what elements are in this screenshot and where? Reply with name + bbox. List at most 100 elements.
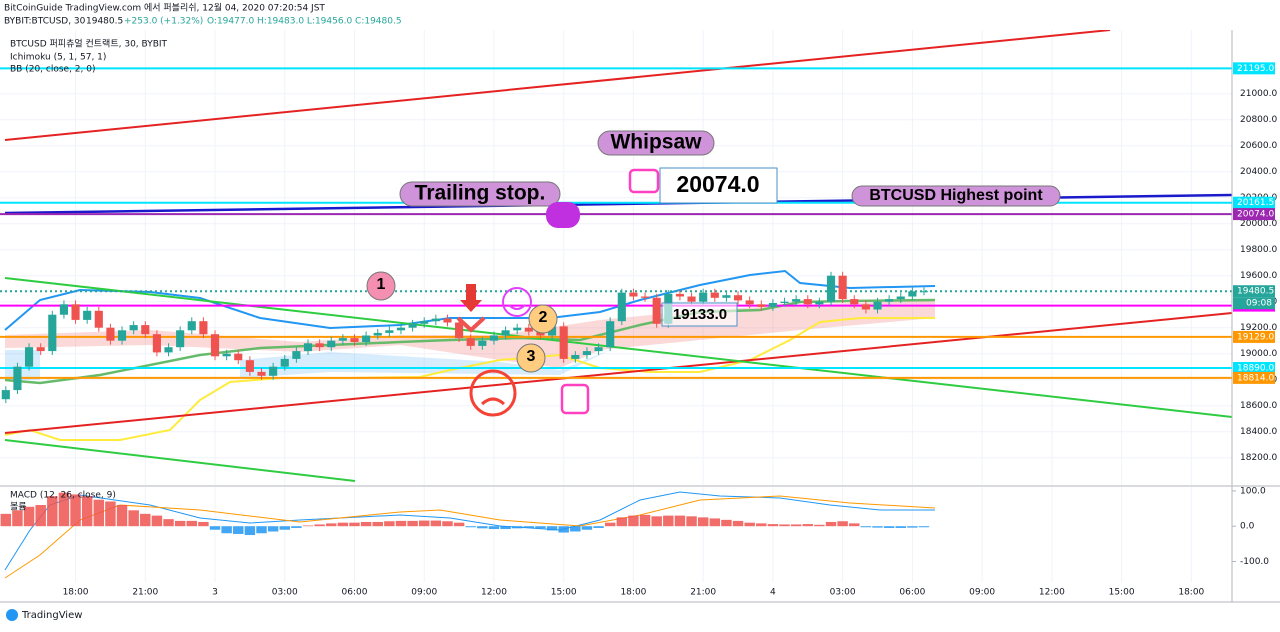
macd-histogram-bar bbox=[395, 520, 407, 527]
ichimoku-cloud bbox=[240, 350, 610, 378]
countdown-bg bbox=[1233, 297, 1275, 310]
candle-body bbox=[350, 338, 359, 342]
candle-body bbox=[362, 335, 371, 342]
macd-histogram-bar bbox=[349, 522, 360, 527]
candle-body bbox=[129, 325, 138, 331]
candle-body bbox=[919, 291, 929, 293]
macd-histogram-bar bbox=[93, 499, 105, 527]
candle-body bbox=[245, 360, 254, 372]
candle-body bbox=[164, 347, 173, 353]
candle-body bbox=[675, 293, 684, 297]
x-tick-label: 21:00 bbox=[690, 588, 716, 598]
candle-body bbox=[315, 343, 324, 348]
candle-body bbox=[757, 304, 766, 307]
ichimoku-cloud bbox=[5, 350, 40, 380]
macd-histogram-bar bbox=[732, 520, 744, 527]
candle-body bbox=[420, 321, 429, 324]
y-tick-label: 18200.0 bbox=[1240, 453, 1277, 463]
x-tick-label: 09:00 bbox=[969, 588, 995, 598]
logo bbox=[6, 609, 18, 621]
candle-body bbox=[501, 330, 510, 336]
candle-body bbox=[629, 292, 638, 297]
macd-histogram-bar bbox=[314, 524, 325, 527]
candle-body bbox=[687, 296, 696, 302]
y-tick-label: 20000.0 bbox=[1240, 219, 1277, 229]
macd-histogram-bar bbox=[686, 516, 697, 527]
macd-histogram-bar bbox=[511, 526, 523, 529]
candle-body bbox=[838, 275, 847, 300]
x-tick-label: 18:00 bbox=[1178, 588, 1204, 598]
x-tick-label: 03:00 bbox=[830, 588, 856, 598]
macd-histogram-bar bbox=[628, 515, 639, 527]
candle-body bbox=[117, 330, 127, 341]
candle-body bbox=[768, 303, 777, 307]
macd-histogram-bar bbox=[163, 519, 174, 527]
macd-histogram-bar bbox=[523, 526, 535, 528]
macd-histogram-bar bbox=[326, 523, 337, 527]
candle-body bbox=[548, 326, 557, 336]
trend-line bbox=[4, 439, 356, 482]
macd-histogram-bar bbox=[837, 521, 848, 527]
macd-histogram-bar bbox=[23, 506, 35, 527]
annotation: BTCUSD Highest point bbox=[869, 187, 1043, 204]
header-symbol: BYBIT:BTCUSD, 30 bbox=[4, 17, 86, 27]
macd-histogram-bar bbox=[663, 515, 674, 527]
macd-histogram-bar bbox=[267, 526, 279, 532]
macd-histogram-bar bbox=[360, 521, 372, 527]
macd-histogram-bar bbox=[442, 521, 453, 527]
price-label-bg bbox=[1233, 362, 1275, 374]
badge bbox=[528, 304, 558, 334]
y-tick-label: 20600.0 bbox=[1240, 141, 1277, 151]
price-label: 18814.0 bbox=[1237, 373, 1274, 383]
bb-lower bbox=[4, 317, 935, 441]
candle-body bbox=[141, 325, 150, 335]
macd-histogram-bar bbox=[558, 526, 569, 533]
macd-histogram-bar bbox=[535, 526, 546, 529]
candle-body bbox=[710, 292, 719, 298]
header-line: BitCoinGuide TradingView.com 에서 퍼블리쉬, 12… bbox=[4, 2, 325, 14]
x-tick-label: 18:00 bbox=[620, 588, 646, 598]
header-last: 19480.5 bbox=[86, 17, 123, 27]
indicator-legend: BB (20, close, 2, 0) bbox=[10, 65, 95, 75]
macd-histogram-bar bbox=[279, 526, 290, 530]
price-label-bg bbox=[1233, 285, 1275, 298]
macd-histogram-bar bbox=[500, 526, 511, 530]
y-tick-label: 19800.0 bbox=[1240, 245, 1277, 255]
macd-histogram-bar bbox=[604, 522, 616, 527]
macd-histogram-bar bbox=[337, 522, 349, 527]
candle-body bbox=[536, 331, 545, 336]
macd-histogram-bar bbox=[581, 526, 593, 530]
candle-body bbox=[780, 301, 789, 303]
macd-histogram-bar bbox=[384, 521, 395, 527]
hand-icon bbox=[628, 168, 660, 194]
annotations: Whipsaw Trailing stop. BTCUSD Highest po… bbox=[366, 130, 1061, 417]
frown-icon bbox=[480, 397, 506, 406]
x-tick-label: 18:00 bbox=[63, 588, 89, 598]
macd-panel bbox=[0, 491, 936, 579]
candle-body bbox=[803, 299, 812, 305]
macd-histogram-bar bbox=[814, 524, 825, 527]
smile-icon bbox=[508, 304, 526, 310]
annotation: Trailing stop. bbox=[415, 182, 546, 205]
footer: TradingView bbox=[21, 610, 82, 621]
macd-histogram-bar bbox=[233, 526, 244, 534]
macd-histogram-bar bbox=[58, 492, 70, 527]
candle-body bbox=[385, 330, 394, 333]
candle-body bbox=[71, 304, 80, 320]
candle-body bbox=[652, 297, 661, 324]
x-tick-label: 15:00 bbox=[1109, 588, 1135, 598]
x-tick-label: 4 bbox=[770, 588, 776, 598]
candle-body bbox=[594, 347, 603, 352]
candle-body bbox=[94, 310, 103, 328]
candle-body bbox=[48, 314, 57, 352]
macd-histogram-bar bbox=[70, 494, 81, 527]
y-tick-label: 18400.0 bbox=[1240, 427, 1277, 437]
candle-body bbox=[571, 355, 580, 359]
trend-line bbox=[4, 277, 1232, 418]
candle-body bbox=[606, 321, 615, 348]
macd-histogram-bar bbox=[477, 526, 488, 529]
macd-histogram-bar bbox=[105, 501, 116, 527]
arrow-icon bbox=[456, 316, 486, 333]
candle-body bbox=[896, 296, 905, 300]
